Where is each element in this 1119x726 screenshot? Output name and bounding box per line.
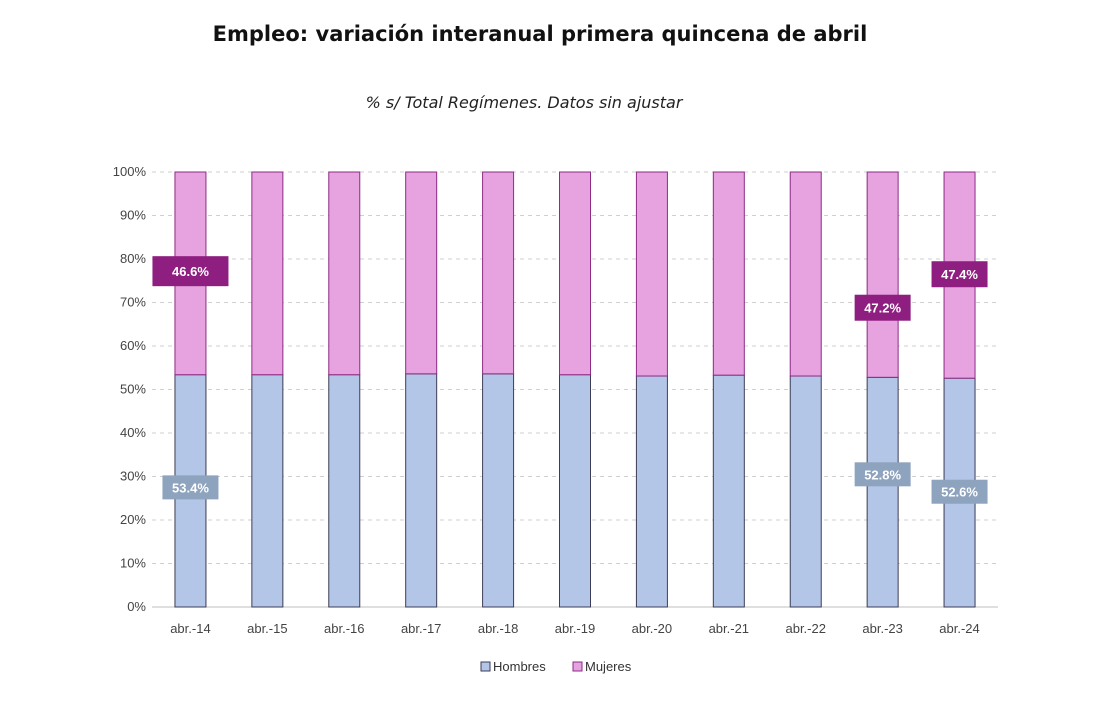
data-label-box: [162, 475, 219, 500]
bar-mujeres: [482, 171, 515, 375]
bar-mujeres: [559, 171, 591, 376]
x-tick-label: abr.-14: [170, 621, 210, 636]
y-tick-label: 10%: [120, 556, 146, 571]
y-tick-label: 90%: [120, 208, 146, 223]
x-tick-label: abr.-21: [709, 621, 749, 636]
x-tick-label: abr.-15: [247, 621, 287, 636]
bar-hombres: [559, 374, 591, 608]
bar-mujeres: [405, 171, 438, 375]
chart-title: Empleo: variación interanual primera qui…: [212, 22, 868, 46]
y-tick-label: 50%: [120, 382, 146, 397]
bar-hombres: [405, 373, 438, 608]
bar-hombres: [635, 375, 668, 608]
data-label-box: [931, 261, 988, 288]
x-tick-label: abr.-24: [939, 621, 979, 636]
y-tick-label: 60%: [120, 338, 146, 353]
data-label: 47.4%: [941, 267, 978, 282]
y-tick-label: 70%: [120, 295, 146, 310]
data-label: 52.8%: [864, 467, 901, 482]
data-label-box: [854, 294, 911, 321]
x-tick-label: abr.-17: [401, 621, 441, 636]
bar-hombres: [482, 373, 515, 608]
y-tick-label: 0%: [127, 599, 146, 614]
chart-subtitle: % s/ Total Regímenes. Datos sin ajustar: [365, 93, 683, 112]
x-tick-label: abr.-18: [478, 621, 518, 636]
bar-hombres: [251, 374, 284, 608]
data-label-box: [931, 479, 988, 504]
bar-mujeres: [789, 171, 822, 377]
data-label-box: [854, 462, 911, 487]
x-tick-label: abr.-16: [324, 621, 364, 636]
x-tick-label: abr.-22: [785, 621, 825, 636]
data-label-box: [152, 256, 229, 287]
legend-swatch: [480, 661, 491, 672]
bar-mujeres: [251, 171, 284, 376]
bar-mujeres: [635, 171, 668, 377]
x-tick-label: abr.-19: [555, 621, 595, 636]
y-tick-label: 20%: [120, 512, 146, 527]
bar-mujeres: [712, 171, 745, 376]
y-tick-label: 80%: [120, 251, 146, 266]
bar-hombres: [328, 374, 361, 608]
legend-label: Hombres: [493, 659, 546, 674]
bar-hombres: [789, 375, 822, 608]
legend-swatch: [572, 661, 583, 672]
y-tick-label: 40%: [120, 425, 146, 440]
bar-mujeres: [866, 171, 899, 378]
x-tick-label: abr.-20: [632, 621, 672, 636]
x-tick-label: abr.-23: [862, 621, 902, 636]
bar-hombres: [866, 376, 899, 608]
bar-hombres: [712, 374, 745, 608]
y-tick-label: 30%: [120, 469, 146, 484]
data-label: 53.4%: [172, 480, 209, 495]
y-tick-label: 100%: [113, 164, 147, 179]
data-label: 52.6%: [941, 485, 978, 500]
legend-label: Mujeres: [585, 659, 632, 674]
data-label: 46.6%: [172, 264, 209, 279]
data-label: 47.2%: [864, 301, 901, 316]
bar-mujeres: [328, 171, 361, 376]
